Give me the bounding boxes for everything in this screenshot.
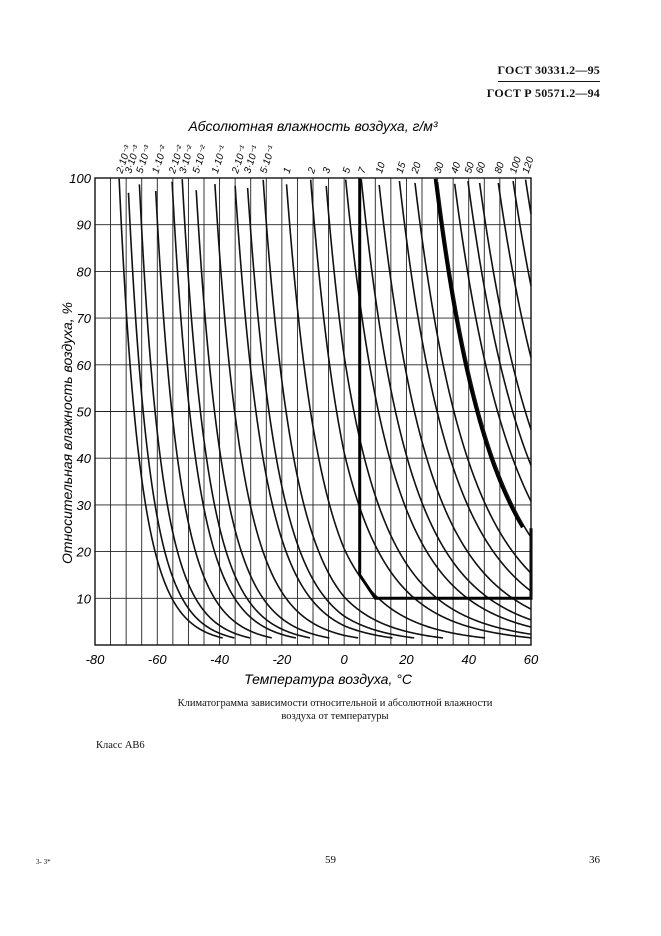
isoline-label: 30 [433,161,447,175]
footer-print-mark: 3- 3* [36,858,51,866]
isoline-label: 7 [357,166,369,175]
isoline-curve [154,190,272,639]
isoline-curve [262,179,444,639]
y-tick-label: 20 [76,545,92,560]
y-tick-label: 90 [77,218,92,233]
isoline-curve [344,179,532,628]
isoline-label: 50 [463,161,477,175]
isoline-curve [512,181,532,287]
x-tick-label: -20 [272,652,292,667]
y-tick-label: 40 [77,451,92,466]
standard-number-1: ГОСТ 30331.2—95 [497,63,600,77]
isoline-curve [127,192,235,639]
isoline-label: 1 [282,166,294,175]
chart-grid [94,177,532,645]
isoline-curve [478,182,532,430]
plot-frame [94,177,532,646]
chart-axes [94,177,532,646]
isoline-label: 2 [306,166,319,176]
x-tick-label: -80 [86,652,106,667]
isoline-label: 40 [449,161,463,175]
chart-labels: -80 -60 -40 -20 0 20 40 60102030405060708090100… [59,118,539,687]
isoline-curve [171,181,297,639]
isoline-label: 5 [341,166,353,175]
isoline-label: 10 [374,161,388,175]
isoline-curve [195,190,330,639]
isoline-curve [378,184,532,610]
isoline-curve [118,178,223,639]
y-tick-label: 60 [77,358,92,373]
y-axis-title: Относительная влажность воздуха, % [59,302,75,564]
chart-title: Абсолютная влажность воздуха, г/м³ [187,118,437,134]
isoline-curve [398,180,532,592]
isoline-label: 20 [410,161,424,176]
isoline-curve [497,182,532,358]
isoline-label: 60 [474,161,488,175]
class-label: Класс АВ6 [96,740,145,751]
isoline-label: 5·10⁻¹ [259,144,279,175]
header-rule [498,81,600,82]
isoline-curve [214,184,359,639]
isoline-curves [118,178,532,639]
isoline-label: 1·10⁻¹ [210,144,230,175]
isoline-curve [467,181,532,466]
x-tick-label: 0 [341,652,349,667]
isoline-label: 100 [508,155,524,175]
caption-line-1: Климатограмма зависимости относительной … [177,698,493,709]
isoline-curve [453,183,532,502]
isoline-curve [181,179,311,639]
y-tick-label: 70 [77,311,92,326]
figure-caption: Климатограмма зависимости относительной … [95,697,575,723]
x-tick-label: 60 [524,652,539,667]
isoline-label: 3 [321,166,333,175]
page-number: 59 [325,854,336,866]
isoline-curve [309,179,532,639]
x-tick-label: 20 [398,652,414,667]
isoline-label: 80 [493,161,507,175]
y-tick-label: 10 [77,591,92,606]
isoline-label: 15 [395,161,409,175]
x-tick-label: -60 [148,652,168,667]
y-tick-label: 50 [77,405,92,420]
isoline-curve [360,179,532,621]
isoline-curve [246,187,415,639]
isoline-label: 120 [521,155,537,175]
x-tick-label: 40 [461,652,476,667]
y-tick-label: 100 [69,171,91,186]
isoline-curve [285,184,486,639]
caption-line-2: воздуха от температуры [281,711,389,722]
isoline-curve [234,185,393,639]
class-boundary-curve [433,178,524,529]
isoline-curve [138,184,251,639]
climatogram-chart: -80 -60 -40 -20 0 20 40 60102030405060708090100… [59,118,539,687]
x-tick-label: -40 [210,652,230,667]
isoline-curve [436,181,532,538]
y-tick-label: 30 [77,498,92,513]
standard-number-2: ГОСТ Р 50571.2—94 [486,86,600,100]
sheet-number: 36 [589,854,600,866]
isoline-curve [414,182,532,574]
isoline-curve [524,179,532,215]
y-tick-label: 80 [77,264,92,279]
x-axis-title: Температура воздуха, °С [244,671,413,687]
